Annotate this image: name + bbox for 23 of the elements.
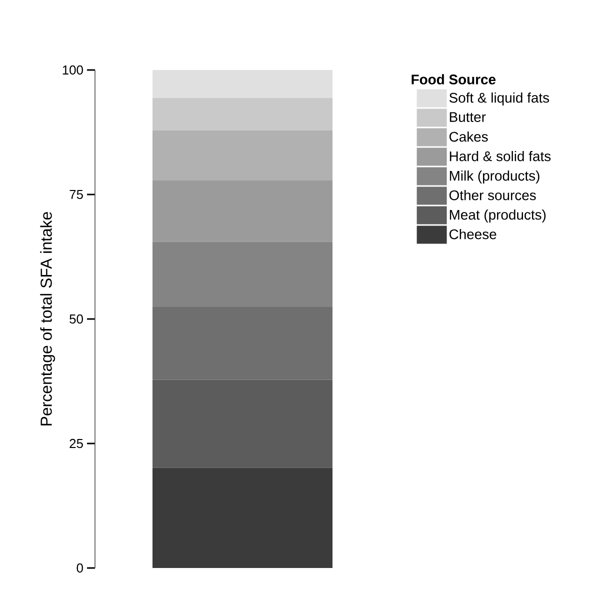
legend-label: Milk (products) xyxy=(450,170,540,184)
y-tick-label: 75 xyxy=(70,190,83,200)
legend-label: Other sources xyxy=(449,190,536,200)
bar xyxy=(152,70,333,98)
bar xyxy=(152,242,333,308)
legend-title: Food Source xyxy=(412,74,496,84)
y-tick-label: 25 xyxy=(70,438,83,448)
legend-label: Meat (products) xyxy=(450,209,546,222)
bar xyxy=(152,468,333,568)
bar xyxy=(152,98,333,130)
y-tick-label: 100 xyxy=(62,65,83,75)
legend-label: Butter xyxy=(450,112,486,122)
legend-label: Hard & solid fats xyxy=(450,150,551,162)
y-tick-label: 50 xyxy=(70,314,83,324)
legend-label: Cheese xyxy=(449,228,496,240)
legend-label: Soft & liquid fats xyxy=(449,92,550,106)
y-tick-label: 0 xyxy=(76,563,83,573)
y-axis-title: Percentage of total SFA intake xyxy=(40,212,56,426)
bar xyxy=(152,307,333,380)
legend-label: Cakes xyxy=(449,131,488,142)
bar xyxy=(152,130,333,181)
bar xyxy=(152,180,333,242)
bar xyxy=(152,380,333,468)
